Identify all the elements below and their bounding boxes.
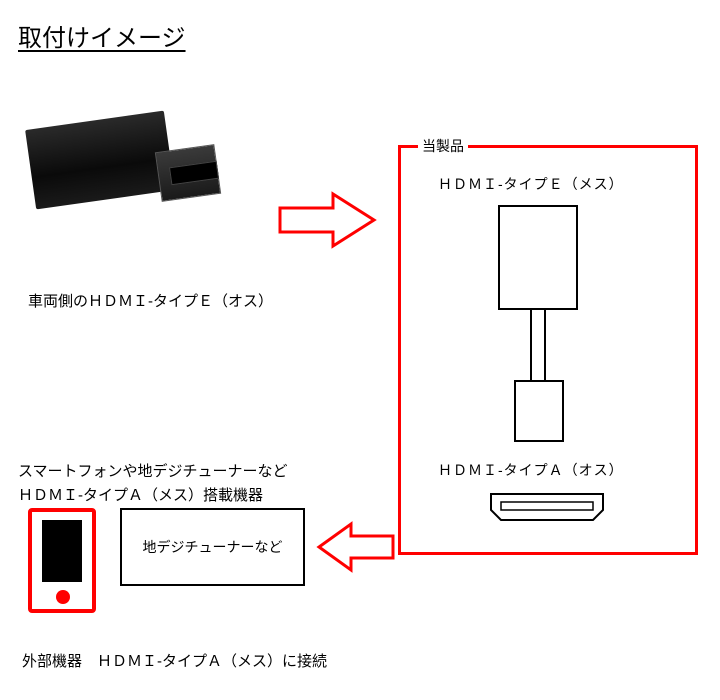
tuner-label: 地デジチューナーなど <box>143 537 283 557</box>
type-a-label: ＨＤＭＩ-タイプＡ（オス） <box>438 460 624 480</box>
hdmi-plug-icon <box>487 490 607 526</box>
tuner-box: 地デジチューナーなど <box>120 508 305 586</box>
type-e-connector <box>498 205 578 310</box>
phone-home-button <box>56 590 70 604</box>
external-device-line2: ＨＤＭＩ-タイプＡ（メス）搭載機器 <box>18 484 263 505</box>
phone-screen <box>42 520 82 582</box>
arrow-right-icon <box>278 190 378 250</box>
type-e-label: ＨＤＭＩ-タイプＥ（メス） <box>438 174 624 194</box>
page-title: 取付けイメージ <box>18 18 186 53</box>
arrow-left-icon <box>315 520 395 574</box>
phone-icon <box>28 508 96 613</box>
cable <box>530 310 546 380</box>
external-device-line1: スマートフォンや地デジチューナーなど <box>18 460 288 481</box>
bottom-caption: 外部機器 ＨＤＭＩ-タイプＡ（メス）に接続 <box>22 650 327 671</box>
type-a-connector-body <box>514 380 564 442</box>
connector-photo <box>30 100 250 240</box>
product-label: 当製品 <box>418 136 468 156</box>
vehicle-connector-caption: 車両側のＨＤＭＩ-タイプＥ（オス） <box>28 290 273 311</box>
